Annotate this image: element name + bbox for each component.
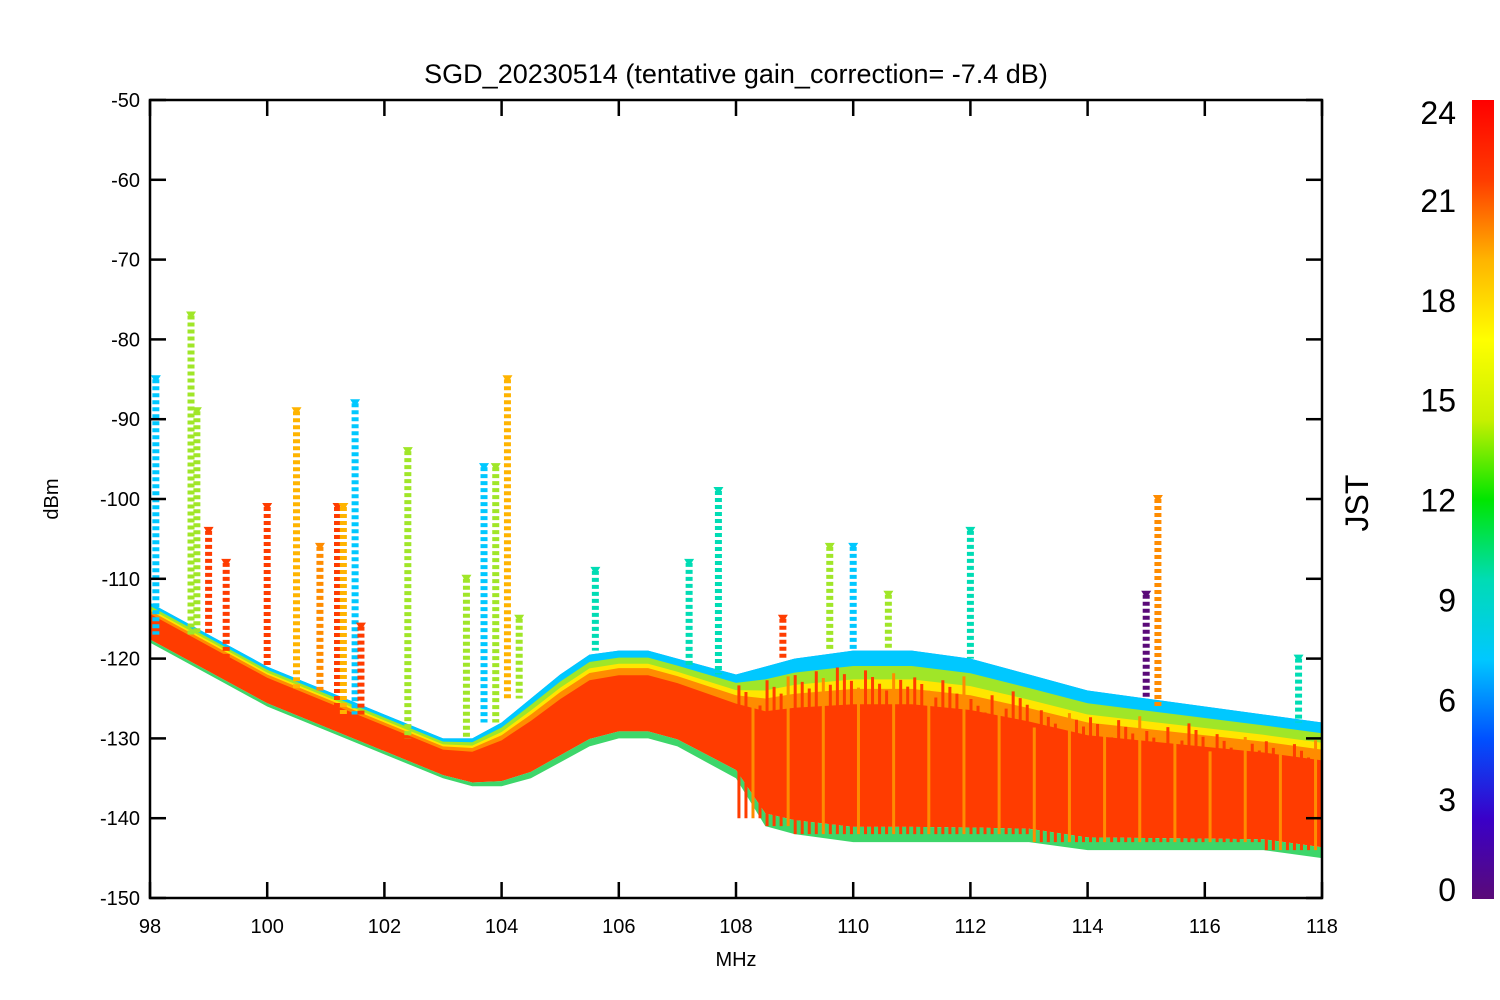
y-axis-label: dBm <box>41 478 63 519</box>
colorbar-tick-label: 24 <box>1420 95 1456 131</box>
y-tick-label: -60 <box>111 170 140 192</box>
peak-marker <box>1152 495 1163 503</box>
colorbar-tick-label: 0 <box>1438 872 1456 908</box>
peak-marker <box>490 463 501 472</box>
x-tick-label: 106 <box>602 916 635 938</box>
y-tick-label: -50 <box>111 90 140 112</box>
y-tick-label: -110 <box>101 569 140 591</box>
peak-markers <box>150 311 1304 739</box>
peak-marker <box>221 558 232 567</box>
y-tick-label: -100 <box>100 489 140 511</box>
peak-marker <box>1293 654 1304 663</box>
x-tick-label: 102 <box>368 916 401 938</box>
band-layer <box>150 602 1322 757</box>
peak-marker <box>186 311 197 320</box>
peak-marker <box>713 487 724 496</box>
peak-marker <box>502 375 513 384</box>
colorbar-gradient <box>1472 100 1494 899</box>
peak-marker <box>402 447 413 456</box>
band-layer <box>150 613 1322 848</box>
peak-marker <box>291 407 302 416</box>
colorbar-tick-label: 12 <box>1420 483 1456 519</box>
y-tick-label: -140 <box>100 808 140 830</box>
colorbar-tick-label: 6 <box>1438 682 1456 718</box>
peak-marker <box>350 399 361 408</box>
x-tick-label: 116 <box>1189 916 1221 938</box>
peak-marker <box>262 502 273 511</box>
x-axis-label: MHz <box>715 949 756 971</box>
y-tick-label: -80 <box>111 329 140 351</box>
y-tick-label: -120 <box>100 649 140 671</box>
peak-marker <box>883 590 894 599</box>
peak-marker <box>203 526 214 535</box>
x-tick-label: 98 <box>139 916 161 938</box>
peak-marker <box>965 526 976 535</box>
colorbar-tick-label: 9 <box>1438 582 1456 618</box>
x-tick-label: 112 <box>954 916 986 938</box>
peak-marker <box>848 542 859 551</box>
peak-marker <box>514 614 525 623</box>
peak-marker <box>314 542 325 551</box>
peak-marker <box>355 622 366 631</box>
colorbar-ticks: 0 3 6 9 12 15 18 21 24 <box>1420 95 1456 908</box>
colorbar-tick-label: 15 <box>1420 383 1456 419</box>
chart-title: SGD_20230514 (tentative gain_correction=… <box>424 59 1048 89</box>
y-tick-label: -70 <box>111 250 140 272</box>
x-tick-label: 118 <box>1306 916 1338 938</box>
colorbar-tick-label: 3 <box>1438 782 1456 818</box>
peak-marker <box>777 614 788 623</box>
y-tick-label: -150 <box>100 888 140 910</box>
peak-marker <box>150 375 161 384</box>
x-tick-label: 110 <box>837 916 869 938</box>
y-tick-label: -90 <box>111 409 140 431</box>
peak-marker <box>191 407 202 416</box>
x-axis: 98 100 102 104 106 108 110 112 114 116 118 <box>139 100 1338 938</box>
colorbar: 0 3 6 9 12 15 18 21 24 JST <box>1339 95 1494 908</box>
peak-marker <box>338 502 349 511</box>
peak-marker <box>461 574 472 583</box>
noise-band <box>150 602 1322 859</box>
colorbar-label: JST <box>1339 475 1375 532</box>
y-tick-label: -130 <box>100 728 140 750</box>
peak-marker <box>479 463 490 472</box>
peak-marker <box>590 566 601 575</box>
plot-area <box>150 311 1322 859</box>
x-tick-label: 114 <box>1072 916 1104 938</box>
colorbar-tick-label: 21 <box>1420 183 1456 219</box>
peak-marker <box>824 542 835 551</box>
x-tick-label: 104 <box>485 916 518 938</box>
x-tick-label: 100 <box>251 916 284 938</box>
y-axis: -50 -60 -70 -80 -90 -100 -110 -120 -130 -140 -150 <box>100 90 1322 910</box>
peak-marker <box>684 558 695 567</box>
peak-marker <box>1141 590 1152 599</box>
colorbar-tick-label: 18 <box>1420 283 1456 319</box>
x-tick-label: 108 <box>719 916 752 938</box>
